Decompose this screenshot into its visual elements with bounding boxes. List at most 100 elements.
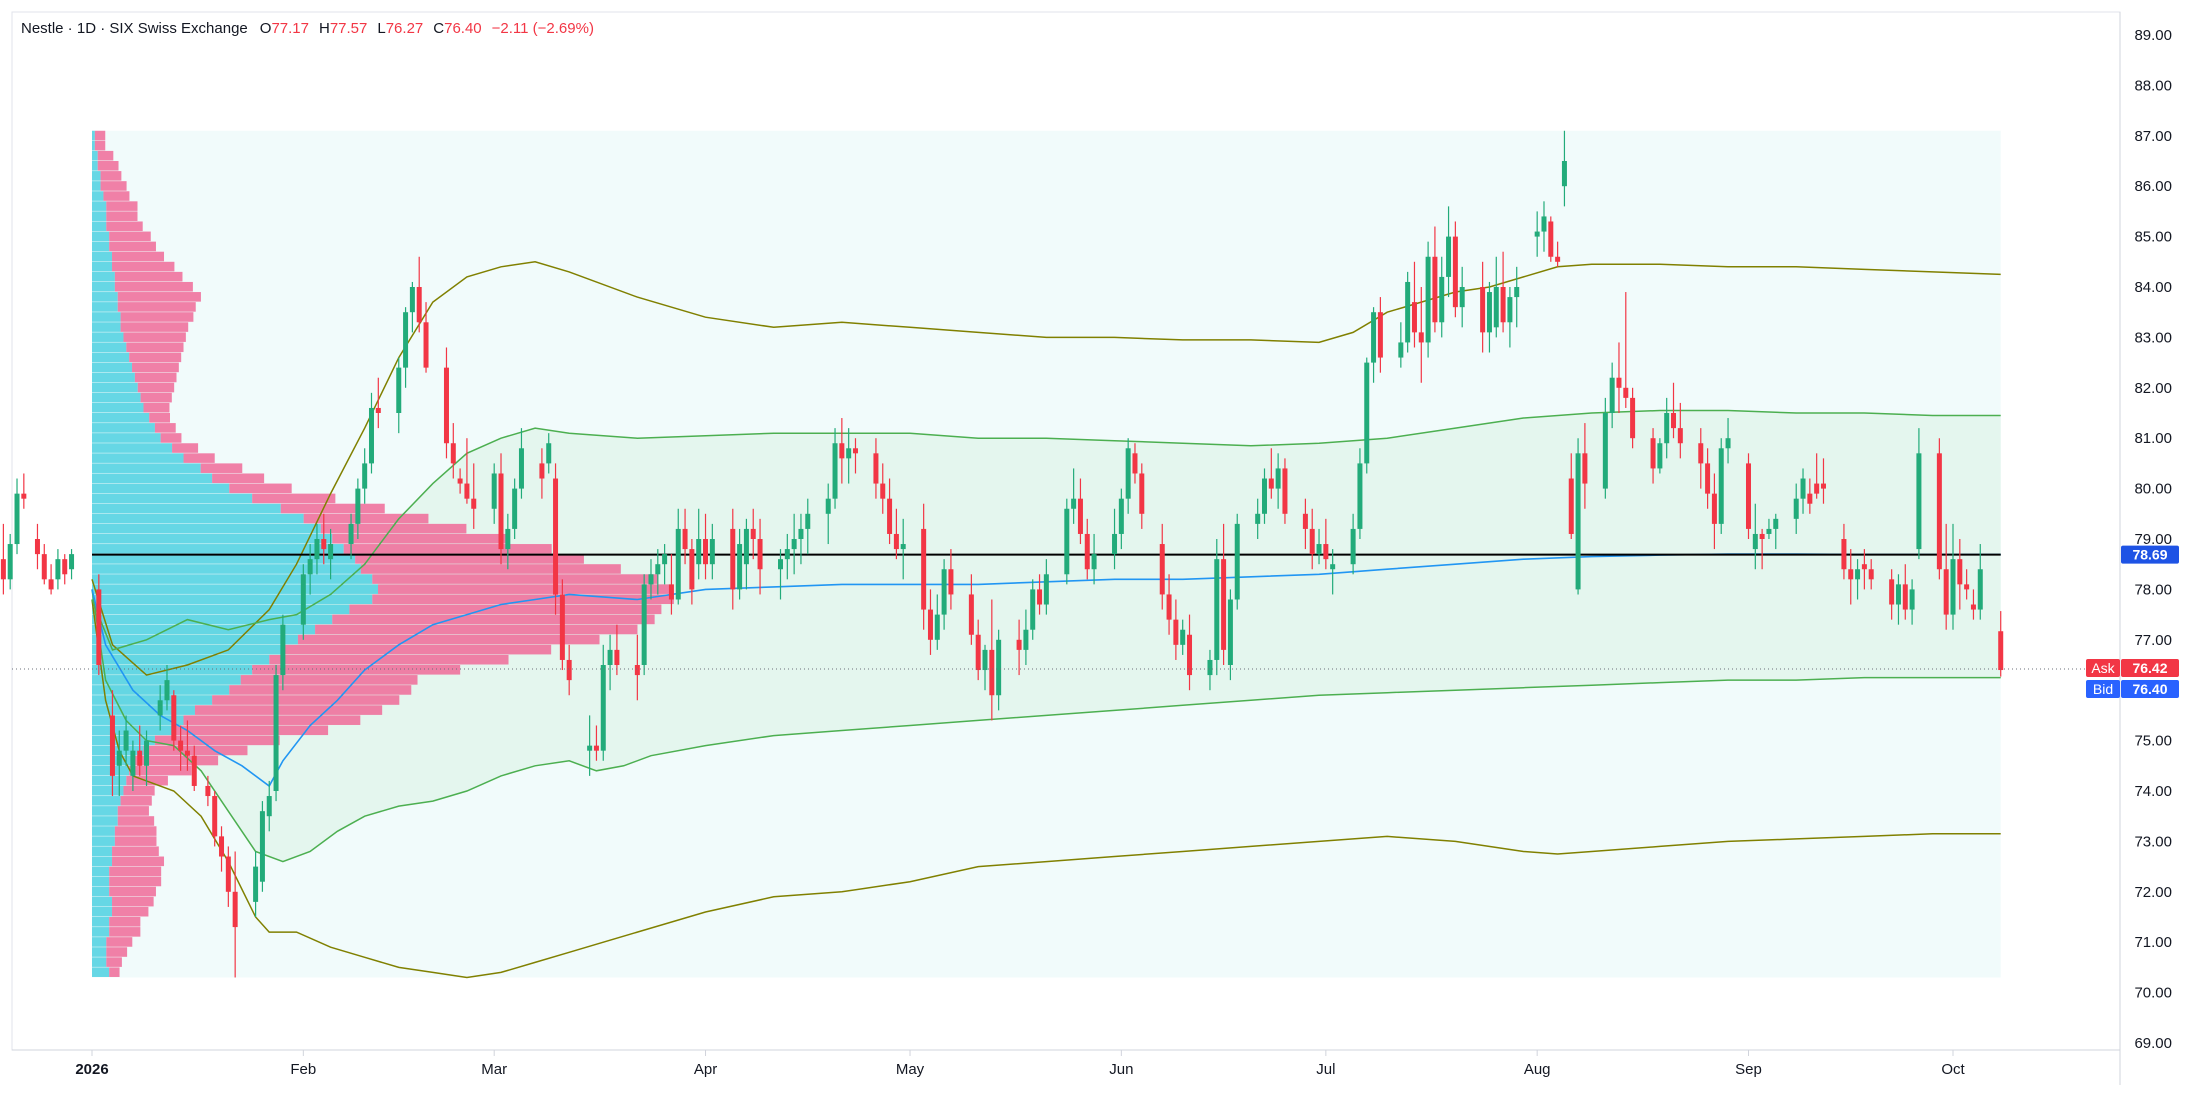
candle-up[interactable] [655, 564, 661, 575]
candle-up[interactable] [328, 544, 334, 560]
candle-up[interactable] [1330, 564, 1336, 570]
candle-up[interactable] [1561, 161, 1567, 187]
candle-down[interactable] [948, 569, 954, 595]
candle-up[interactable] [14, 493, 20, 545]
candle-down[interactable] [1432, 256, 1438, 323]
candle-up[interactable] [1602, 413, 1608, 489]
candle-down[interactable] [750, 528, 756, 539]
candle-up[interactable] [805, 513, 811, 529]
candle-down[interactable] [1187, 634, 1193, 676]
candle-up[interactable] [1425, 256, 1431, 343]
candle-up[interactable] [1118, 498, 1124, 534]
candle-up[interactable] [1895, 584, 1901, 605]
candle-down[interactable] [219, 836, 225, 857]
candle-up[interactable] [1275, 468, 1281, 489]
candle-down[interactable] [21, 493, 27, 499]
candle-up[interactable] [1350, 528, 1356, 565]
candle-up[interactable] [1725, 438, 1731, 449]
candle-up[interactable] [832, 443, 838, 499]
candle-down[interactable] [48, 579, 54, 590]
candle-up[interactable] [1023, 629, 1029, 650]
candle-down[interactable] [839, 443, 845, 459]
candle-down[interactable] [1555, 256, 1561, 262]
candle-up[interactable] [1364, 362, 1370, 464]
candle-down[interactable] [1548, 221, 1554, 257]
candle-up[interactable] [1534, 231, 1540, 237]
candle-up[interactable] [491, 473, 497, 509]
candle-up[interactable] [1718, 448, 1724, 524]
candle-up[interactable] [607, 649, 613, 665]
candle-up[interactable] [587, 745, 593, 751]
candle-up[interactable] [1664, 413, 1670, 444]
candle-up[interactable] [300, 574, 306, 625]
candle-up[interactable] [778, 559, 784, 570]
candle-up[interactable] [1064, 508, 1070, 575]
candle-down[interactable] [968, 594, 974, 635]
candle-down[interactable] [321, 539, 327, 550]
candle-up[interactable] [1112, 533, 1118, 555]
candle-down[interactable] [1132, 453, 1138, 474]
candle-up[interactable] [273, 675, 279, 791]
candle-down[interactable] [41, 554, 47, 580]
candle-down[interactable] [1159, 544, 1165, 595]
candle-down[interactable] [205, 785, 211, 797]
candle-up[interactable] [1793, 498, 1799, 519]
candle-down[interactable] [225, 856, 231, 892]
candle-down[interactable] [1970, 604, 1976, 610]
candle-down[interactable] [1302, 513, 1308, 529]
candle-down[interactable] [1861, 564, 1867, 570]
candle-up[interactable] [1773, 518, 1779, 529]
candle-down[interactable] [450, 443, 456, 464]
candle-down[interactable] [171, 695, 177, 741]
candle-down[interactable] [1084, 533, 1090, 570]
candle-down[interactable] [989, 649, 995, 696]
candle-down[interactable] [559, 594, 565, 660]
candle-up[interactable] [1909, 589, 1915, 610]
candle-down[interactable] [443, 367, 449, 444]
candle-down[interactable] [1964, 584, 1970, 590]
candle-up[interactable] [157, 700, 163, 716]
candle-down[interactable] [178, 740, 184, 751]
candle-up[interactable] [512, 488, 518, 529]
candle-up[interactable] [709, 539, 715, 565]
candle-up[interactable] [784, 549, 790, 560]
candle-down[interactable] [416, 287, 422, 323]
candle-up[interactable] [362, 463, 368, 489]
candle-up[interactable] [355, 488, 361, 524]
candle-down[interactable] [1139, 473, 1145, 514]
candle-down[interactable] [457, 478, 463, 484]
candle-up[interactable] [1214, 559, 1220, 660]
candle-down[interactable] [232, 891, 238, 928]
candle-down[interactable] [1016, 639, 1022, 650]
candle-up[interactable] [1316, 544, 1322, 555]
candle-down[interactable] [1630, 397, 1636, 439]
candle-down[interactable] [137, 750, 143, 766]
candle-up[interactable] [1507, 297, 1513, 323]
candle-down[interactable] [1568, 478, 1574, 534]
candle-down[interactable] [109, 715, 115, 776]
candle-down[interactable] [1814, 483, 1820, 494]
candle-up[interactable] [368, 407, 374, 464]
candle-up[interactable] [348, 523, 354, 545]
candle-up[interactable] [996, 639, 1002, 696]
candle-down[interactable] [1480, 287, 1486, 333]
candle-down[interactable] [0, 559, 6, 580]
candle-down[interactable] [1841, 539, 1847, 570]
candle-up[interactable] [737, 544, 743, 590]
candle-down[interactable] [1309, 528, 1315, 555]
candle-down[interactable] [1452, 236, 1458, 308]
candle-down[interactable] [1711, 493, 1717, 524]
candle-down[interactable] [1759, 533, 1765, 539]
candle-down[interactable] [682, 528, 688, 550]
candle-down[interactable] [1582, 453, 1588, 484]
candle-down[interactable] [1221, 559, 1227, 650]
candle-up[interactable] [253, 866, 259, 902]
candle-up[interactable] [791, 539, 797, 550]
candle-down[interactable] [1868, 569, 1874, 580]
candle-up[interactable] [675, 528, 681, 600]
candle-up[interactable] [280, 624, 286, 676]
candle-up[interactable] [1977, 569, 1983, 610]
candle-down[interactable] [498, 473, 504, 550]
candle-down[interactable] [614, 649, 620, 665]
